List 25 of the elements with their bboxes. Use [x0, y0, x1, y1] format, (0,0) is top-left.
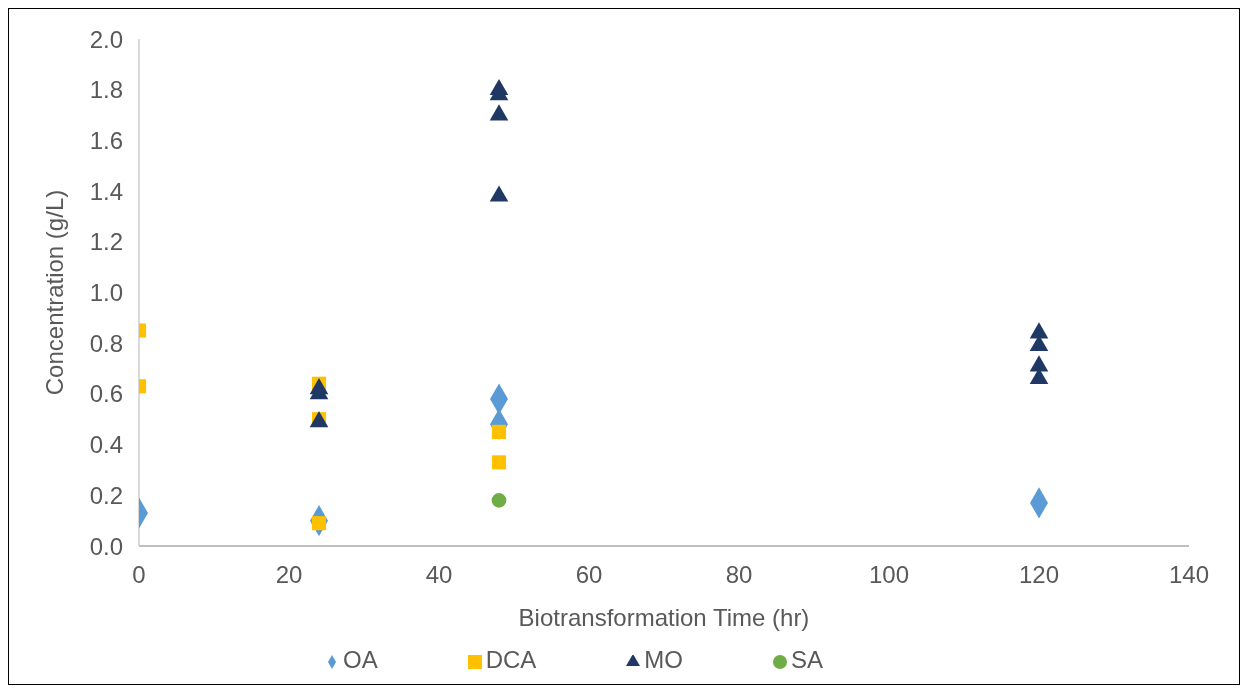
x-tick-label: 80 [725, 561, 753, 589]
legend-label: OA [342, 646, 378, 673]
y-tick-label: 0.4 [89, 431, 123, 459]
legend-label: SA [791, 646, 824, 673]
x-tick-label: 120 [1018, 561, 1060, 589]
y-tick-label: 1.4 [89, 177, 123, 205]
x-tick-label: 100 [868, 561, 910, 589]
y-tick-label: 0.0 [89, 532, 123, 560]
y-tick-label: 0.8 [89, 329, 123, 357]
y-axis-title: Concentration (g/L) [40, 189, 68, 396]
y-tick-label: 2.0 [89, 25, 123, 53]
x-axis-title: Biotransformation Time (hr) [518, 604, 810, 631]
legend-label: MO [644, 646, 683, 673]
y-tick-label: 0.6 [89, 380, 123, 408]
x-tick-label: 0 [132, 561, 146, 589]
y-tick-label: 1.8 [89, 76, 123, 104]
x-tick-label: 40 [425, 561, 453, 589]
y-tick-label: 0.2 [89, 481, 123, 509]
x-tick-label: 60 [575, 561, 603, 589]
y-tick-label: 1.0 [89, 279, 123, 307]
y-tick-label: 1.2 [89, 228, 123, 256]
legend-label: DCA [485, 646, 537, 673]
x-tick-label: 140 [1168, 561, 1210, 589]
x-tick-label: 20 [275, 561, 303, 589]
y-tick-label: 1.6 [89, 126, 123, 154]
